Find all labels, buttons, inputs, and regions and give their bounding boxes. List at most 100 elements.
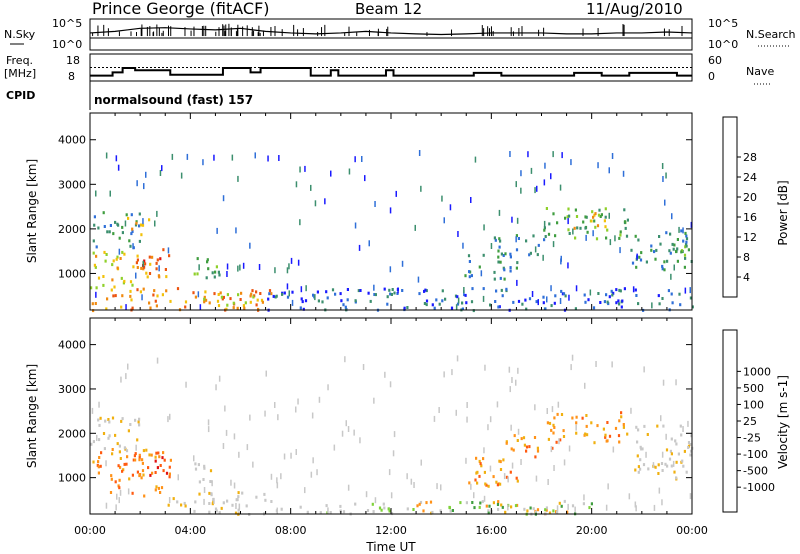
range-gate-cell xyxy=(146,275,149,279)
range-gate-cell xyxy=(107,436,110,440)
range-gate-cell xyxy=(661,499,663,506)
range-gate-cell xyxy=(197,463,200,467)
range-gate-cell xyxy=(169,458,172,462)
range-gate-cell xyxy=(542,301,545,305)
range-gate-cell xyxy=(111,263,114,267)
range-gate-cell xyxy=(484,364,486,371)
range-gate-cell xyxy=(504,252,507,256)
range-gate-cell xyxy=(138,458,141,462)
range-gate-cell xyxy=(657,294,660,298)
range-gate-cell xyxy=(443,371,445,378)
range-gate-cell xyxy=(543,228,546,232)
range-gate-cell xyxy=(579,226,582,230)
range-gate-cell xyxy=(611,361,613,368)
range-gate-cell xyxy=(637,465,640,469)
range-gate-cell xyxy=(324,198,326,205)
range-gate-cell xyxy=(651,302,653,309)
range-gate-cell xyxy=(515,234,518,238)
range-gate-cell xyxy=(203,297,206,301)
range-gate-cell xyxy=(556,505,559,512)
range-gate-cell xyxy=(114,480,117,484)
range-gate-cell xyxy=(261,300,264,304)
range-gate-cell xyxy=(459,501,462,505)
y-tick-label: 3000 xyxy=(58,178,86,191)
range-gate-cell xyxy=(682,227,684,234)
range-gate-cell xyxy=(134,458,137,462)
range-gate-cell xyxy=(529,251,532,255)
range-gate-cell xyxy=(159,464,162,467)
range-gate-cell xyxy=(138,453,141,457)
range-gate-cell xyxy=(213,497,215,504)
range-gate-cell xyxy=(156,357,159,364)
range-gate-cell xyxy=(529,506,532,510)
range-gate-cell xyxy=(670,273,672,280)
range-gate-cell xyxy=(157,486,160,490)
range-gate-cell xyxy=(451,369,453,376)
range-gate-cell xyxy=(210,492,213,496)
range-gate-cell xyxy=(149,262,152,266)
range-gate-cell xyxy=(413,482,415,488)
range-gate-cell xyxy=(118,486,121,490)
range-gate-cell xyxy=(661,163,664,169)
range-gate-cell xyxy=(373,397,375,404)
range-gate-cell xyxy=(478,505,481,509)
range-gate-cell xyxy=(685,234,688,238)
range-gate-cell xyxy=(461,301,464,305)
range-gate-cell xyxy=(104,259,107,263)
range-gate-cell xyxy=(559,298,562,304)
range-gate-cell xyxy=(524,298,527,302)
range-gate-cell xyxy=(489,465,492,472)
range-gate-cell xyxy=(476,481,479,485)
range-gate-cell xyxy=(110,288,113,292)
range-gate-cell xyxy=(314,200,317,207)
range-gate-cell xyxy=(119,457,122,460)
range-gate-cell xyxy=(237,495,240,499)
range-gate-cell xyxy=(567,207,570,211)
range-gate-cell xyxy=(436,483,438,490)
range-gate-cell xyxy=(281,292,284,296)
range-gate-cell xyxy=(494,300,497,303)
range-gate-cell xyxy=(136,254,139,258)
range-gate-cell xyxy=(660,415,662,422)
range-gate-cell xyxy=(534,455,537,459)
range-gate-cell xyxy=(625,234,629,238)
range-gate-cell xyxy=(525,307,528,311)
cpid-text: normalsound (fast) 157 xyxy=(94,93,253,107)
nsky-line xyxy=(89,27,693,36)
range-gate-cell xyxy=(564,294,567,298)
range-gate-cell xyxy=(455,304,458,311)
range-gate-cell xyxy=(556,412,559,416)
range-gate-cell xyxy=(557,401,560,408)
range-gate-cell xyxy=(568,232,571,235)
range-gate-cell xyxy=(665,231,668,235)
range-gate-cell xyxy=(676,247,679,251)
range-gate-cell xyxy=(424,288,427,292)
range-gate-cell xyxy=(347,484,350,491)
range-gate-cell xyxy=(634,234,637,238)
range-gate-cell xyxy=(98,438,101,442)
range-gate-cell xyxy=(513,434,516,438)
range-gate-cell xyxy=(171,153,174,160)
range-gate-cell xyxy=(371,502,374,506)
range-gate-cell xyxy=(657,463,660,467)
range-gate-cell xyxy=(164,268,167,271)
range-gate-cell xyxy=(206,260,209,264)
range-gate-cell xyxy=(317,299,320,303)
range-gate-cell xyxy=(286,283,289,290)
range-gate-cell xyxy=(196,257,199,261)
range-gate-cell xyxy=(136,258,139,262)
range-gate-cell xyxy=(589,289,592,296)
range-gate-cell xyxy=(516,261,519,265)
range-gate-cell xyxy=(129,423,132,426)
range-gate-cell xyxy=(483,447,485,454)
y-tick-label: 1000 xyxy=(58,267,86,280)
range-gate-cell xyxy=(689,296,692,300)
range-gate-cell xyxy=(129,294,132,298)
range-gate-cell xyxy=(547,479,549,485)
range-gate-cell xyxy=(140,476,143,480)
range-gate-cell xyxy=(574,236,577,240)
range-gate-cell xyxy=(145,171,147,178)
range-gate-cell xyxy=(203,466,206,470)
range-gate-cell xyxy=(372,510,375,514)
range-gate-cell xyxy=(498,305,501,309)
